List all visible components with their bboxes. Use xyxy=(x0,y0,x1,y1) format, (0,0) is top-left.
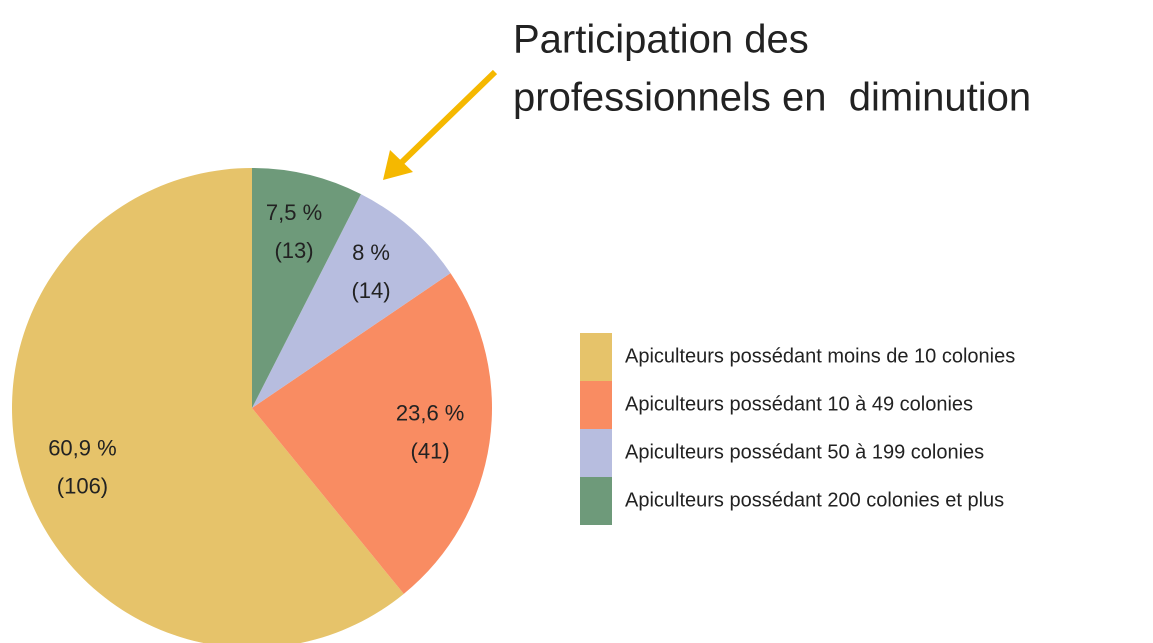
pie-slice xyxy=(12,168,404,643)
legend-label: Apiculteurs possédant 10 à 49 colonies xyxy=(625,393,973,415)
slice-percent-label: 60,9 % xyxy=(48,435,117,460)
legend-label: Apiculteurs possédant 200 colonies et pl… xyxy=(625,489,1004,511)
pie-slice xyxy=(252,194,451,408)
pie-slice xyxy=(252,168,361,408)
annotation-arrowhead xyxy=(383,150,413,180)
legend-label: Apiculteurs possédant moins de 10 coloni… xyxy=(625,345,1015,367)
annotation-line: Participation des xyxy=(513,18,809,62)
pie-slice xyxy=(252,273,493,594)
annotation-arrow xyxy=(397,69,498,167)
slice-percent-label: 7,5 % xyxy=(266,200,322,225)
legend-label: Apiculteurs possédant 50 à 199 colonies xyxy=(625,441,984,463)
legend-swatch xyxy=(580,477,612,525)
slice-count-label: (13) xyxy=(274,238,313,263)
slice-count-label: (106) xyxy=(57,473,108,498)
legend-swatch xyxy=(580,333,612,381)
legend-swatch xyxy=(580,381,612,429)
slice-count-label: (14) xyxy=(351,278,390,303)
slice-percent-label: 8 % xyxy=(352,240,390,265)
annotation-line: professionnels en diminution xyxy=(513,76,1031,120)
legend-swatch xyxy=(580,429,612,477)
slice-percent-label: 23,6 % xyxy=(396,401,465,426)
slice-count-label: (41) xyxy=(411,439,450,464)
